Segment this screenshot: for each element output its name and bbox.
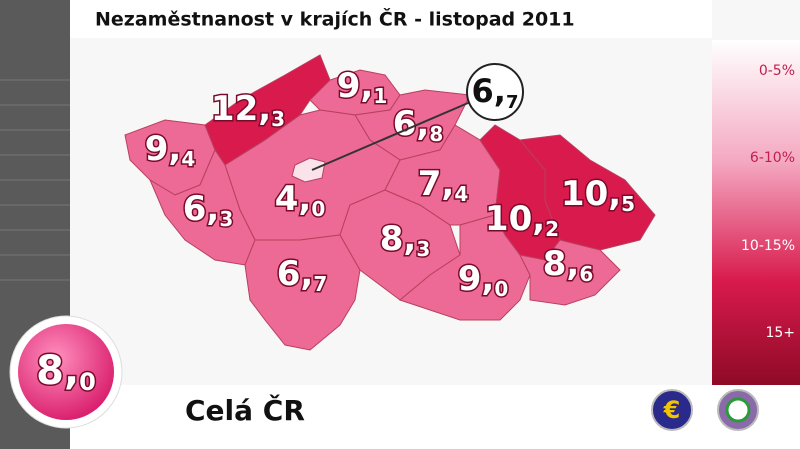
legend-label: 0-5% bbox=[759, 63, 795, 79]
region-value: 4,0 bbox=[275, 179, 326, 221]
label-main: 6, bbox=[183, 189, 220, 229]
region-value: 6,3 bbox=[183, 189, 234, 231]
label-decimal: 4 bbox=[454, 182, 468, 206]
title: Nezaměstnanost v krajích ČR - listopad 2… bbox=[95, 7, 575, 31]
region-value: 10,2 bbox=[485, 199, 559, 241]
label-main: 9, bbox=[458, 259, 495, 299]
region-value: 9,1 bbox=[337, 66, 388, 108]
label-main: 6, bbox=[393, 104, 430, 144]
total-badge bbox=[18, 324, 114, 420]
label-main: 6, bbox=[472, 72, 506, 110]
title-bar bbox=[70, 0, 712, 38]
label-main: 8, bbox=[380, 219, 417, 259]
label-main: 8, bbox=[36, 348, 79, 394]
label-decimal: 1 bbox=[373, 84, 387, 108]
region-value: 10,5 bbox=[561, 174, 635, 216]
total-value: 8,0 bbox=[36, 348, 96, 396]
region-value: 9,0 bbox=[458, 259, 509, 301]
label-main: 7, bbox=[418, 164, 455, 204]
map: 9,412,39,16,86,74,06,36,78,37,410,210,59… bbox=[124, 54, 656, 351]
label-decimal: 4 bbox=[181, 147, 195, 171]
region-value: 6,7 bbox=[472, 72, 519, 113]
region-value: 8,6 bbox=[543, 244, 594, 286]
label-decimal: 3 bbox=[271, 107, 285, 131]
region bbox=[339, 189, 461, 301]
legend-label: 6-10% bbox=[750, 150, 795, 166]
label-main: 4, bbox=[275, 179, 312, 219]
stripe-lines bbox=[0, 79, 70, 281]
region-value: 12,3 bbox=[211, 89, 285, 131]
region-value: 8,3 bbox=[380, 219, 431, 261]
legend-scale bbox=[712, 40, 800, 385]
label-decimal: 5 bbox=[621, 192, 635, 216]
history-icon[interactable] bbox=[725, 397, 751, 423]
label-main: 12, bbox=[211, 89, 271, 129]
label-main: 9, bbox=[145, 129, 182, 169]
label-decimal: 7 bbox=[506, 92, 519, 113]
callout bbox=[466, 63, 524, 121]
region bbox=[148, 148, 256, 266]
region-value: 6,8 bbox=[393, 104, 444, 146]
legend-label: 10-15% bbox=[741, 238, 795, 254]
legend-label: 15+ bbox=[765, 325, 795, 341]
euro-icon[interactable]: € bbox=[663, 396, 681, 424]
region-value: 9,4 bbox=[145, 129, 196, 171]
label-main: 9, bbox=[337, 66, 374, 106]
region bbox=[291, 157, 326, 183]
region bbox=[519, 134, 656, 251]
region-value: 6,7 bbox=[277, 254, 328, 296]
label-main: 10, bbox=[485, 199, 545, 239]
label-main: 8, bbox=[543, 244, 580, 284]
region bbox=[244, 234, 361, 351]
label-decimal: 0 bbox=[79, 368, 96, 396]
label-main: 6, bbox=[277, 254, 314, 294]
label-decimal: 2 bbox=[545, 217, 559, 241]
region-value: 7,4 bbox=[418, 164, 469, 206]
label-decimal: 8 bbox=[429, 122, 443, 146]
total-name: Celá ČR bbox=[185, 393, 305, 427]
label-decimal: 3 bbox=[416, 237, 430, 261]
region bbox=[519, 239, 621, 306]
label-decimal: 0 bbox=[494, 277, 508, 301]
label-main: 10, bbox=[561, 174, 621, 214]
label-decimal: 0 bbox=[311, 197, 325, 221]
label-decimal: 6 bbox=[579, 262, 593, 286]
label-decimal: 7 bbox=[313, 272, 327, 296]
callout-line bbox=[311, 99, 476, 171]
euro-button[interactable] bbox=[651, 389, 693, 431]
label-decimal: 3 bbox=[219, 207, 233, 231]
